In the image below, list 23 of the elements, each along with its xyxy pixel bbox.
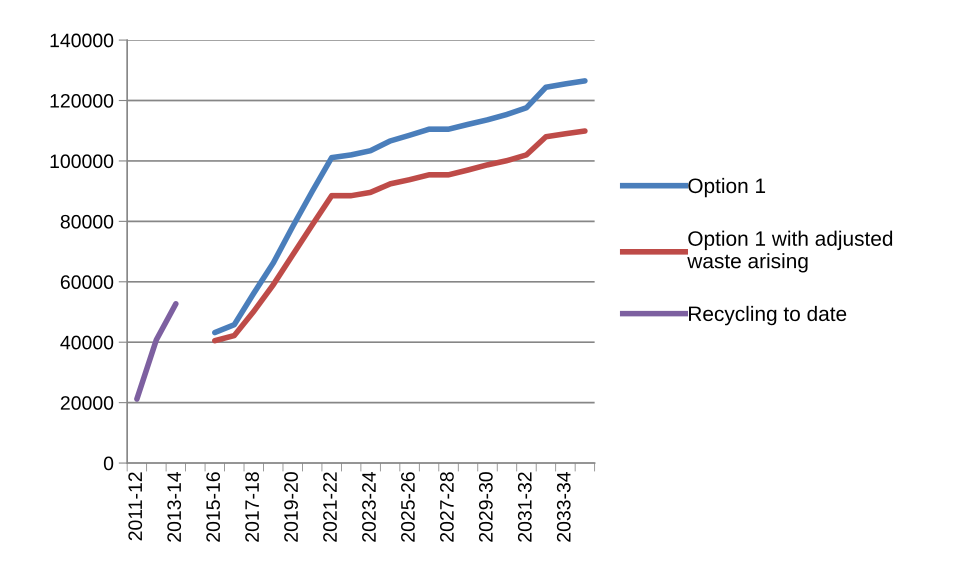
y-tick-label: 140000 bbox=[50, 34, 114, 48]
legend-label: Option 1 with adjusted waste arising bbox=[687, 230, 892, 273]
y-tick-label: 80000 bbox=[60, 214, 114, 229]
y-tick-label: 120000 bbox=[50, 94, 114, 108]
x-tick-label: 2027-28 bbox=[440, 472, 454, 542]
x-tick-label: 2015-16 bbox=[206, 472, 220, 542]
y-tick-label: 40000 bbox=[60, 336, 114, 350]
x-tick-label: 2031-32 bbox=[518, 472, 532, 542]
y-tick-label: 100000 bbox=[50, 154, 114, 168]
x-tick-label: 2033-34 bbox=[556, 472, 571, 542]
y-tick-label: 20000 bbox=[60, 396, 114, 410]
y-tick-label: 60000 bbox=[60, 275, 114, 290]
legend-label: Option 1 bbox=[688, 178, 766, 198]
x-tick-label: 2011-12 bbox=[128, 472, 142, 540]
y-tick-label: 0 bbox=[104, 456, 114, 470]
x-tick-label: 2025-26 bbox=[401, 472, 415, 542]
x-tick-label: 2019-20 bbox=[284, 472, 298, 542]
x-tick-label: 2029-30 bbox=[478, 472, 493, 542]
legend-label: Recycling to date bbox=[689, 306, 846, 326]
x-tick-label: 2023-24 bbox=[362, 472, 376, 542]
x-tick-label: 2017-18 bbox=[245, 472, 259, 542]
x-tick-label: 2021-22 bbox=[323, 472, 337, 542]
x-tick-label: 2013-14 bbox=[167, 472, 182, 542]
